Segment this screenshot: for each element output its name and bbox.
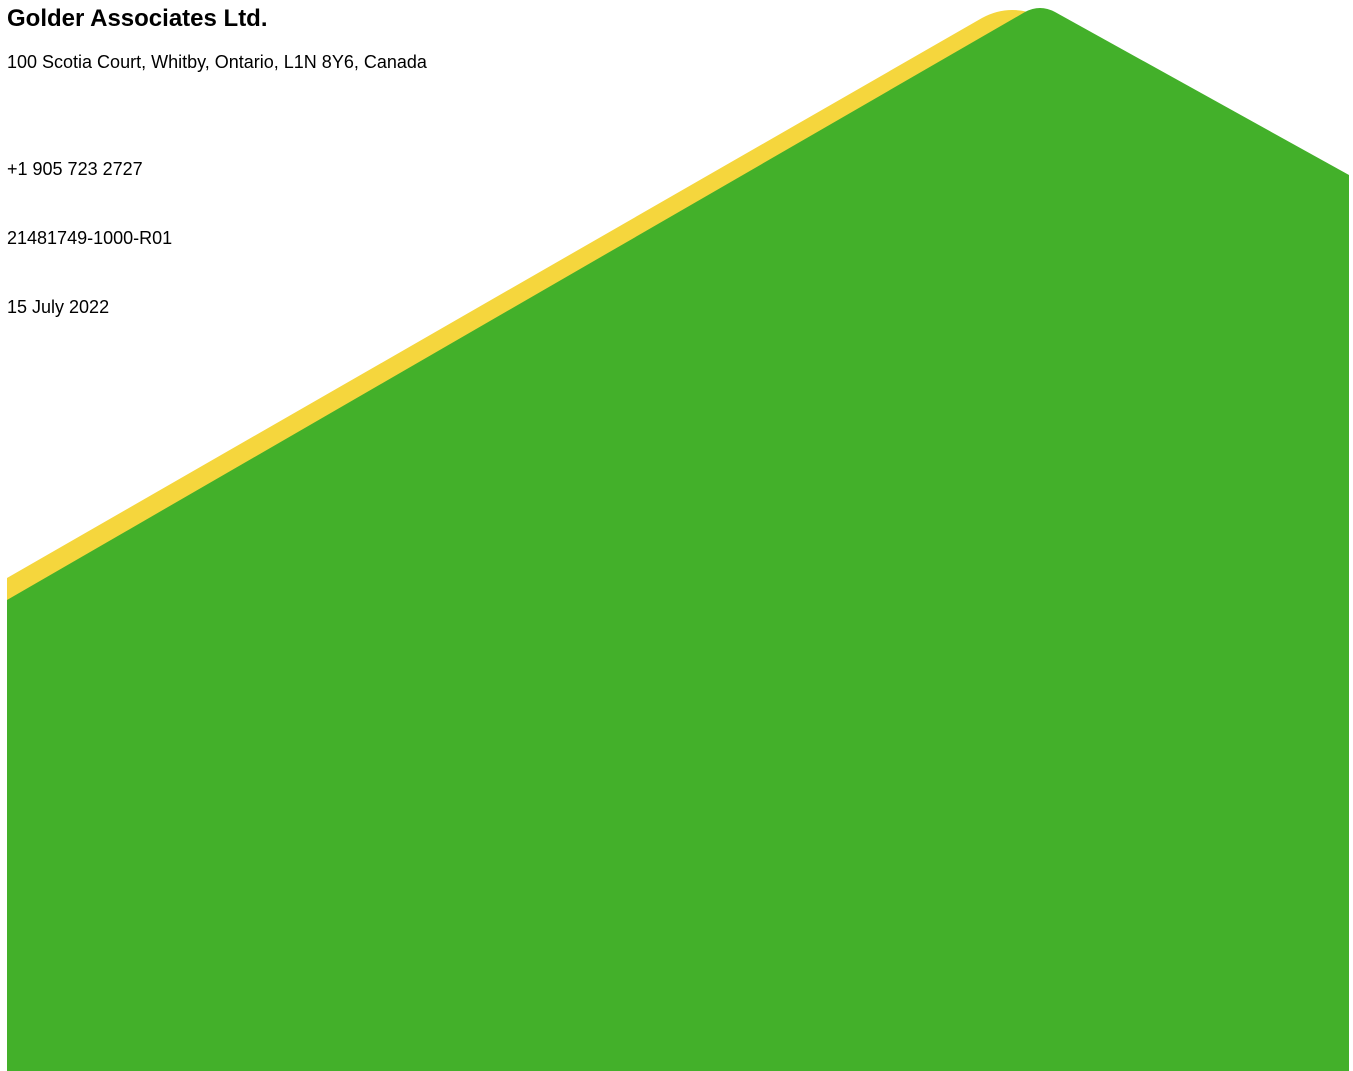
reference-number: 21481749-1000-R01 [7, 228, 173, 248]
company-name: Golder Associates Ltd. [7, 5, 268, 32]
green-house-shape [7, 8, 1349, 1071]
document-date: 15 July 2022 [7, 297, 110, 317]
phone-number: +1 905 723 2727 [7, 159, 143, 179]
company-address: 100 Scotia Court, Whitby, Ontario, L1N 8… [7, 52, 427, 72]
